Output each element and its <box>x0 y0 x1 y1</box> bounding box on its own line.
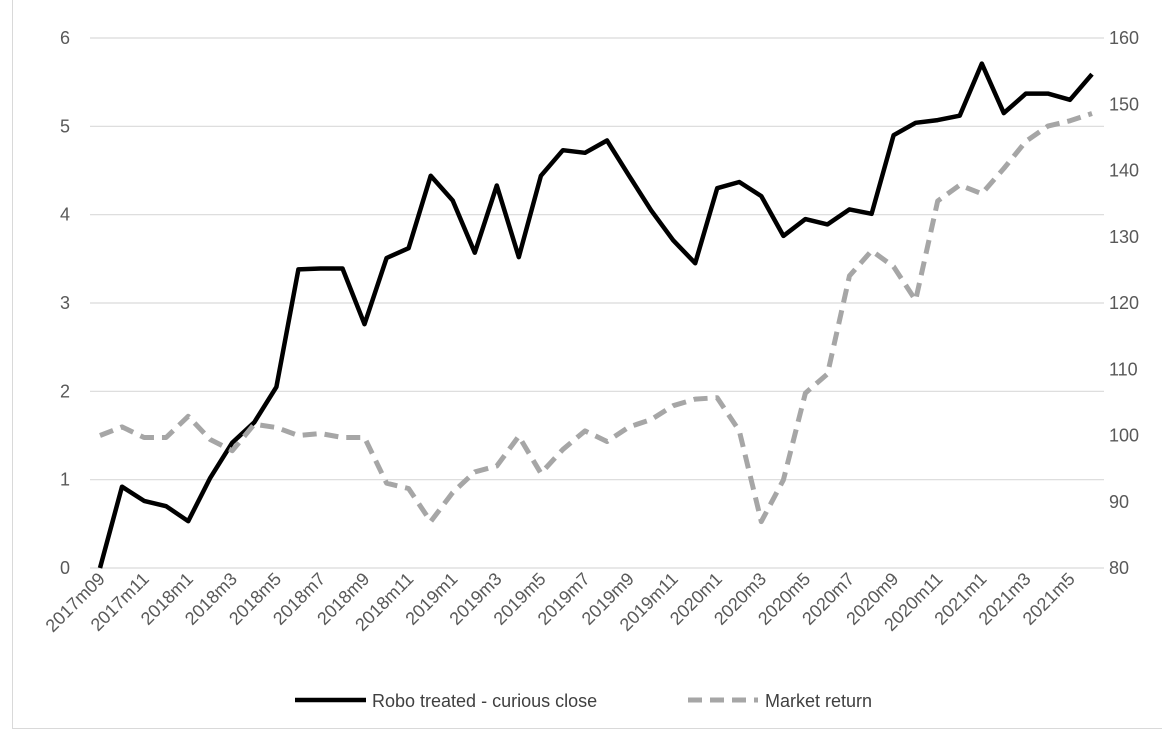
y-tick-label-right: 90 <box>1109 492 1129 512</box>
y-tick-label-left: 0 <box>60 558 70 578</box>
y-axis-left: 0 1 2 3 4 5 6 <box>60 28 70 578</box>
series-line-market <box>99 111 1093 525</box>
chart-frame <box>12 0 1162 729</box>
y-tick-label-right: 80 <box>1109 558 1129 578</box>
y-tick-label-right: 140 <box>1109 161 1139 181</box>
y-tick-label-right: 160 <box>1109 28 1139 48</box>
y-tick-label-right: 110 <box>1109 359 1138 379</box>
y-tick-label-left: 1 <box>60 470 70 490</box>
y-tick-label-right: 150 <box>1109 94 1139 114</box>
y-tick-label-left: 3 <box>60 293 70 313</box>
y-axis-right: 80 90 100 110 120 130 140 150 160 <box>1109 28 1139 578</box>
legend-label-robo: Robo treated - curious close <box>372 691 597 711</box>
series-line-robo <box>97 61 1094 569</box>
gridlines <box>90 37 1104 569</box>
x-axis: 2017m092017m112018m12018m32018m52018m720… <box>42 569 1079 636</box>
y-tick-label-left: 4 <box>60 205 70 225</box>
series-layer <box>97 61 1094 569</box>
y-tick-label-left: 6 <box>60 28 70 48</box>
legend: Robo treated - curious close Market retu… <box>295 691 872 711</box>
y-tick-label-right: 120 <box>1109 293 1139 313</box>
y-tick-label-right: 100 <box>1109 426 1139 446</box>
y-tick-label-left: 2 <box>60 381 70 401</box>
legend-label-market: Market return <box>765 691 872 711</box>
y-tick-label-left: 5 <box>60 116 70 136</box>
y-tick-label-right: 130 <box>1109 227 1139 247</box>
